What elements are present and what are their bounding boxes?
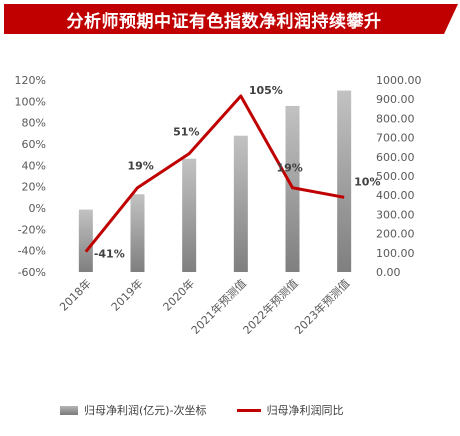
- right-tick-7: 300.00: [376, 208, 415, 221]
- legend: 归母净利润(亿元)-次坐标 归母净利润同比: [60, 400, 440, 420]
- x-tick-0: 2018年: [56, 276, 93, 313]
- right-tick-10: 0.00: [376, 266, 401, 279]
- left-tick-3: 60%: [22, 138, 46, 151]
- right-axis: 1000.00 900.00 800.00 700.00 600.00 500.00 400…: [376, 74, 422, 279]
- right-tick-3: 700.00: [376, 132, 415, 145]
- line-label-2: 51%: [173, 126, 199, 139]
- right-tick-8: 200.00: [376, 228, 415, 241]
- left-tick-4: 40%: [22, 159, 46, 172]
- bar-series-group: [78, 90, 352, 272]
- left-tick-0: 120%: [15, 74, 46, 87]
- left-tick-6: 0%: [29, 202, 46, 215]
- left-tick-9: -60%: [18, 266, 46, 279]
- legend-line-label: 归母净利润同比: [266, 404, 344, 417]
- line-label-5: 10%: [354, 175, 380, 188]
- right-tick-9: 100.00: [376, 247, 415, 260]
- right-tick-1: 900.00: [376, 93, 415, 106]
- line-label-4: 19%: [277, 162, 303, 175]
- line-series-group: [84, 94, 345, 253]
- left-tick-7: -20%: [18, 223, 46, 236]
- chart-title: 分析师预期中证有色指数净利润持续攀升: [4, 4, 458, 34]
- legend-bar-swatch: [60, 405, 78, 415]
- bar-1: [130, 194, 145, 272]
- left-axis: 120% 100% 80% 60% 40% 20% 0% -20% -40% -60%: [15, 74, 46, 279]
- right-tick-5: 500.00: [376, 170, 415, 183]
- legend-bar-label: 归母净利润(亿元)-次坐标: [84, 404, 207, 417]
- bar-3: [233, 135, 248, 272]
- left-tick-1: 100%: [15, 95, 46, 108]
- x-tick-5: 2023年预测值: [291, 276, 352, 337]
- line-label-0: -41%: [94, 248, 125, 261]
- line-data-labels: -41% 19% 51% 105% 19% 10%: [94, 84, 381, 261]
- bar-2: [182, 158, 197, 272]
- right-tick-0: 1000.00: [376, 74, 422, 87]
- x-tick-1: 2019年: [108, 276, 145, 313]
- legend-line-swatch: [236, 408, 261, 412]
- line-label-3: 105%: [249, 84, 283, 97]
- bar-5: [337, 90, 352, 272]
- legend-item-bar: 归母净利润(亿元)-次坐标: [60, 402, 207, 418]
- right-tick-2: 800.00: [376, 112, 415, 125]
- left-tick-5: 20%: [22, 181, 46, 194]
- legend-item-line: 归母净利润同比: [236, 402, 344, 418]
- right-tick-4: 600.00: [376, 151, 415, 164]
- bar-0: [78, 209, 93, 272]
- left-tick-2: 80%: [22, 117, 46, 130]
- line-label-1: 19%: [128, 160, 154, 173]
- right-tick-6: 400.00: [376, 189, 415, 202]
- left-tick-8: -40%: [18, 245, 46, 258]
- line-series: [84, 94, 345, 253]
- x-tick-2: 2020年: [160, 276, 197, 313]
